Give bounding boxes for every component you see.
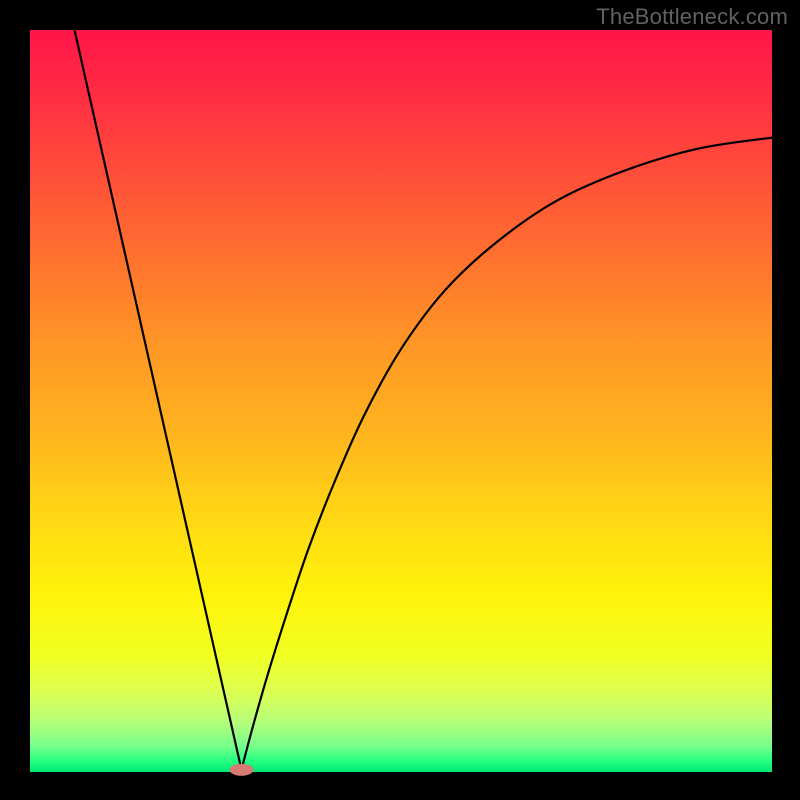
minimum-marker — [229, 764, 253, 776]
watermark-text: TheBottleneck.com — [596, 4, 788, 30]
plot-background — [30, 30, 772, 772]
chart-container: TheBottleneck.com — [0, 0, 800, 800]
bottleneck-chart — [0, 0, 800, 800]
